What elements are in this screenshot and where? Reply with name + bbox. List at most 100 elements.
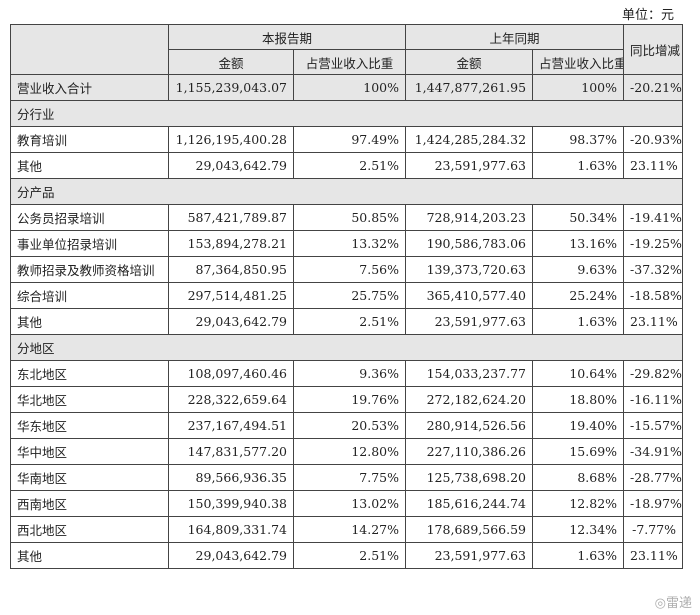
table-row: 西北地区 164,809,331.74 14.27% 178,689,566.59 12…: [10, 516, 684, 543]
amount-current: 1,155,239,043.07: [168, 74, 294, 101]
header-amount-current: 金额: [168, 49, 294, 75]
total-row: 营业收入合计 1,155,239,043.07 100% 1,447,877,2…: [10, 74, 684, 101]
amount-last: 227,110,386.26: [405, 438, 534, 465]
row-name: 华北地区: [10, 386, 169, 413]
yoy-change: -37.32%: [623, 256, 684, 283]
ratio-current: 12.80%: [292, 438, 407, 465]
row-name: 其他: [10, 152, 169, 179]
row-name: 其他: [10, 542, 169, 569]
ratio-current: 2.51%: [292, 152, 407, 179]
ratio-current: 2.51%: [292, 542, 407, 569]
header-last-period: 上年同期: [405, 24, 625, 50]
header-ratio-last: 占营业收入比重: [532, 49, 625, 75]
yoy-change: 23.11%: [623, 308, 684, 335]
amount-current: 150,399,940.38: [168, 490, 294, 517]
section-title: 分地区: [9, 334, 684, 361]
ratio-last: 25.24%: [532, 282, 625, 309]
yoy-change: -20.21%: [623, 74, 684, 101]
row-name: 教育培训: [10, 126, 169, 153]
yoy-change: -20.93%: [623, 126, 684, 153]
amount-current: 89,566,936.35: [168, 464, 294, 491]
section-row: 分地区: [9, 334, 684, 361]
ratio-last: 9.63%: [532, 256, 625, 283]
table-row: 其他 29,043,642.79 2.51% 23,591,977.63 1.63% 23…: [10, 542, 684, 569]
amount-last: 1,447,877,261.95: [405, 74, 534, 101]
unit-label: 单位：元: [621, 8, 674, 23]
ratio-last: 12.82%: [532, 490, 625, 517]
amount-last: 272,182,624.20: [405, 386, 534, 413]
ratio-current: 7.56%: [292, 256, 407, 283]
section-title: 分产品: [9, 178, 684, 205]
amount-current: 29,043,642.79: [168, 542, 294, 569]
row-name: 华东地区: [10, 412, 169, 439]
section-row: 分行业: [9, 100, 684, 127]
yoy-change: -29.82%: [623, 360, 684, 387]
yoy-change: -34.91%: [623, 438, 684, 465]
ratio-current: 97.49%: [292, 126, 407, 153]
ratio-last: 1.63%: [532, 152, 625, 179]
amount-current: 29,043,642.79: [168, 308, 294, 335]
header-blank-cell: [10, 24, 169, 75]
ratio-last: 13.16%: [532, 230, 625, 257]
amount-current: 108,097,460.46: [168, 360, 294, 387]
row-name: 东北地区: [10, 360, 169, 387]
ratio-current: 25.75%: [292, 282, 407, 309]
row-name: 华中地区: [10, 438, 169, 465]
ratio-current: 7.75%: [292, 464, 407, 491]
table-row: 东北地区 108,097,460.46 9.36% 154,033,237.77 10.…: [10, 360, 684, 387]
amount-last: 154,033,237.77: [405, 360, 534, 387]
ratio-last: 18.80%: [532, 386, 625, 413]
amount-current: 87,364,850.95: [168, 256, 294, 283]
amount-last: 190,586,783.06: [405, 230, 534, 257]
ratio-current: 2.51%: [292, 308, 407, 335]
amount-last: 23,591,977.63: [405, 308, 534, 335]
row-name: 综合培训: [10, 282, 169, 309]
header-current-period: 本报告期: [167, 24, 407, 50]
yoy-change: -7.77%: [623, 516, 684, 543]
yoy-change: -15.57%: [623, 412, 684, 439]
table-row: 公务员招录培训 587,421,789.87 50.85% 728,914,203.2…: [10, 204, 684, 231]
ratio-current: 14.27%: [292, 516, 407, 543]
section-title: 分行业: [9, 100, 684, 127]
ratio-last: 100%: [532, 74, 625, 101]
ratio-last: 10.64%: [532, 360, 625, 387]
yoy-change: 23.11%: [623, 152, 684, 179]
table-row: 综合培训 297,514,481.25 25.75% 365,410,577.40 25…: [10, 282, 684, 309]
table-row: 事业单位招录培训 153,894,278.21 13.32% 190,586,783.…: [10, 230, 684, 257]
amount-current: 228,322,659.64: [168, 386, 294, 413]
amount-last: 1,424,285,284.32: [405, 126, 534, 153]
row-name: 西北地区: [10, 516, 169, 543]
section-row: 分产品: [9, 178, 684, 205]
ratio-current: 100%: [292, 74, 407, 101]
amount-last: 728,914,203.23: [405, 204, 534, 231]
row-name: 公务员招录培训: [10, 204, 169, 231]
row-name: 华南地区: [10, 464, 169, 491]
yoy-change: -18.58%: [623, 282, 684, 309]
amount-current: 147,831,577.20: [168, 438, 294, 465]
header-amount-last: 金额: [405, 49, 534, 75]
ratio-current: 50.85%: [292, 204, 407, 231]
amount-last: 280,914,526.56: [405, 412, 534, 439]
amount-last: 125,738,698.20: [405, 464, 534, 491]
yoy-change: 23.11%: [623, 542, 684, 569]
ratio-current: 13.32%: [292, 230, 407, 257]
ratio-last: 98.37%: [532, 126, 625, 153]
row-name: 西南地区: [10, 490, 169, 517]
amount-current: 164,809,331.74: [168, 516, 294, 543]
row-name: 教师招录及教师资格培训: [10, 256, 169, 283]
table-row: 其他 29,043,642.79 2.51% 23,591,977.63 1.63% 23…: [10, 308, 684, 335]
table-row: 西南地区 150,399,940.38 13.02% 185,616,244.74 12…: [10, 490, 684, 517]
header-ratio-current: 占营业收入比重: [292, 49, 407, 75]
amount-last: 178,689,566.59: [405, 516, 534, 543]
amount-last: 23,591,977.63: [405, 542, 534, 569]
header-row-periods: 本报告期 上年同期 同比增减: [10, 24, 684, 75]
amount-current: 1,126,195,400.28: [168, 126, 294, 153]
amount-current: 29,043,642.79: [168, 152, 294, 179]
amount-last: 23,591,977.63: [405, 152, 534, 179]
yoy-change: -16.11%: [623, 386, 684, 413]
yoy-change: -28.77%: [623, 464, 684, 491]
amount-last: 139,373,720.63: [405, 256, 534, 283]
amount-last: 365,410,577.40: [405, 282, 534, 309]
table-row: 其他 29,043,642.79 2.51% 23,591,977.63 1.63% 23…: [10, 152, 684, 179]
revenue-table: 本报告期 上年同期 同比增减 金额 占营业收入比重 金额 占营业收入比重 营业收…: [9, 24, 684, 569]
